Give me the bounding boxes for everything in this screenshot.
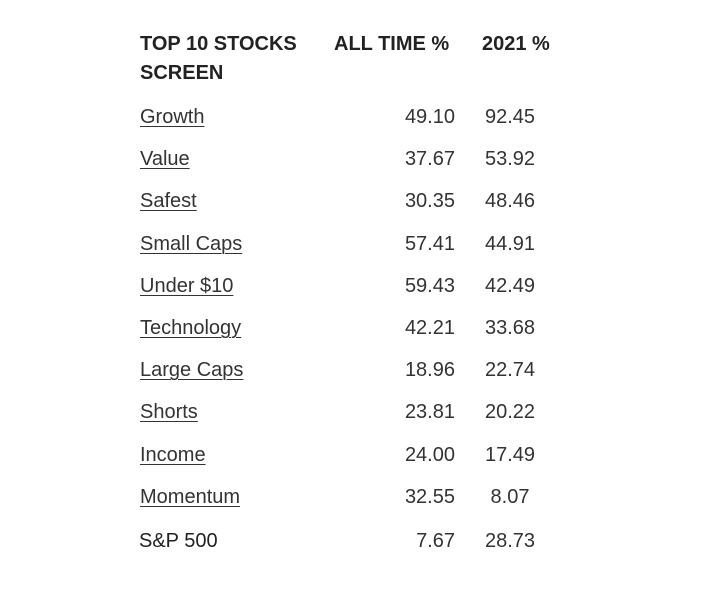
all-time-value: 59.43 [404, 274, 455, 297]
year-value: 17.49 [484, 443, 536, 466]
year-value: 53.92 [484, 148, 536, 171]
year-value: 8.07 [490, 485, 530, 508]
table-row: Growth 49.10 92.45 [140, 96, 560, 138]
header-2021: 2021 % [482, 33, 550, 55]
table-row: Safest 30.35 48.46 [140, 180, 560, 222]
screen-link-small-caps[interactable]: Small Caps [140, 232, 243, 255]
all-time-value: 32.55 [404, 485, 455, 508]
screen-link-income[interactable]: Income [140, 443, 206, 466]
all-time-value: 42.21 [404, 316, 455, 339]
table-row: Value 37.67 53.92 [140, 138, 560, 180]
all-time-value: 18.96 [404, 359, 455, 382]
table-row: Income 24.00 17.49 [140, 434, 560, 476]
table-row: Small Caps 57.41 44.91 [140, 223, 560, 265]
year-value: 42.49 [484, 274, 536, 297]
year-value: 44.91 [484, 232, 536, 255]
table-row: Momentum 32.55 8.07 [140, 476, 560, 518]
year-value: 48.46 [484, 190, 536, 213]
benchmark-name: S&P 500 [139, 529, 218, 552]
screen-link-momentum[interactable]: Momentum [140, 485, 241, 508]
screen-link-large-caps[interactable]: Large Caps [140, 359, 244, 382]
year-value: 22.74 [484, 359, 536, 382]
year-value: 92.45 [484, 106, 536, 128]
table-row: Shorts 23.81 20.22 [140, 391, 560, 433]
year-value: 28.73 [484, 529, 536, 552]
screen-link-safest[interactable]: Safest [140, 190, 197, 213]
year-value: 20.22 [484, 401, 536, 424]
screen-link-under-10[interactable]: Under $10 [140, 274, 234, 297]
screen-link-shorts[interactable]: Shorts [140, 401, 198, 424]
header-all-time: ALL TIME % [334, 33, 450, 55]
benchmark-row: S&P 500 7.67 28.73 [139, 520, 560, 562]
table-row: Under $10 59.43 42.49 [140, 265, 560, 307]
table-header: TOP 10 STOCKS SCREEN ALL TIME % 2021 % [140, 30, 560, 96]
screen-link-value[interactable]: Value [140, 148, 190, 171]
all-time-value: 24.00 [404, 443, 455, 466]
year-value: 33.68 [484, 316, 536, 339]
stocks-screen-table: TOP 10 STOCKS SCREEN ALL TIME % 2021 % G… [139, 30, 560, 562]
all-time-value: 23.81 [404, 401, 455, 424]
all-time-value: 49.10 [404, 106, 455, 128]
all-time-value: 37.67 [404, 148, 455, 171]
screen-link-technology[interactable]: Technology [140, 316, 242, 339]
header-screen: TOP 10 STOCKS SCREEN [140, 33, 297, 84]
screen-link-growth[interactable]: Growth [140, 106, 205, 128]
all-time-value: 57.41 [404, 232, 455, 255]
table-row: Large Caps 18.96 22.74 [140, 349, 560, 391]
all-time-value: 30.35 [404, 190, 455, 213]
table-row: Technology 42.21 33.68 [140, 307, 560, 349]
all-time-value: 7.67 [416, 529, 455, 552]
